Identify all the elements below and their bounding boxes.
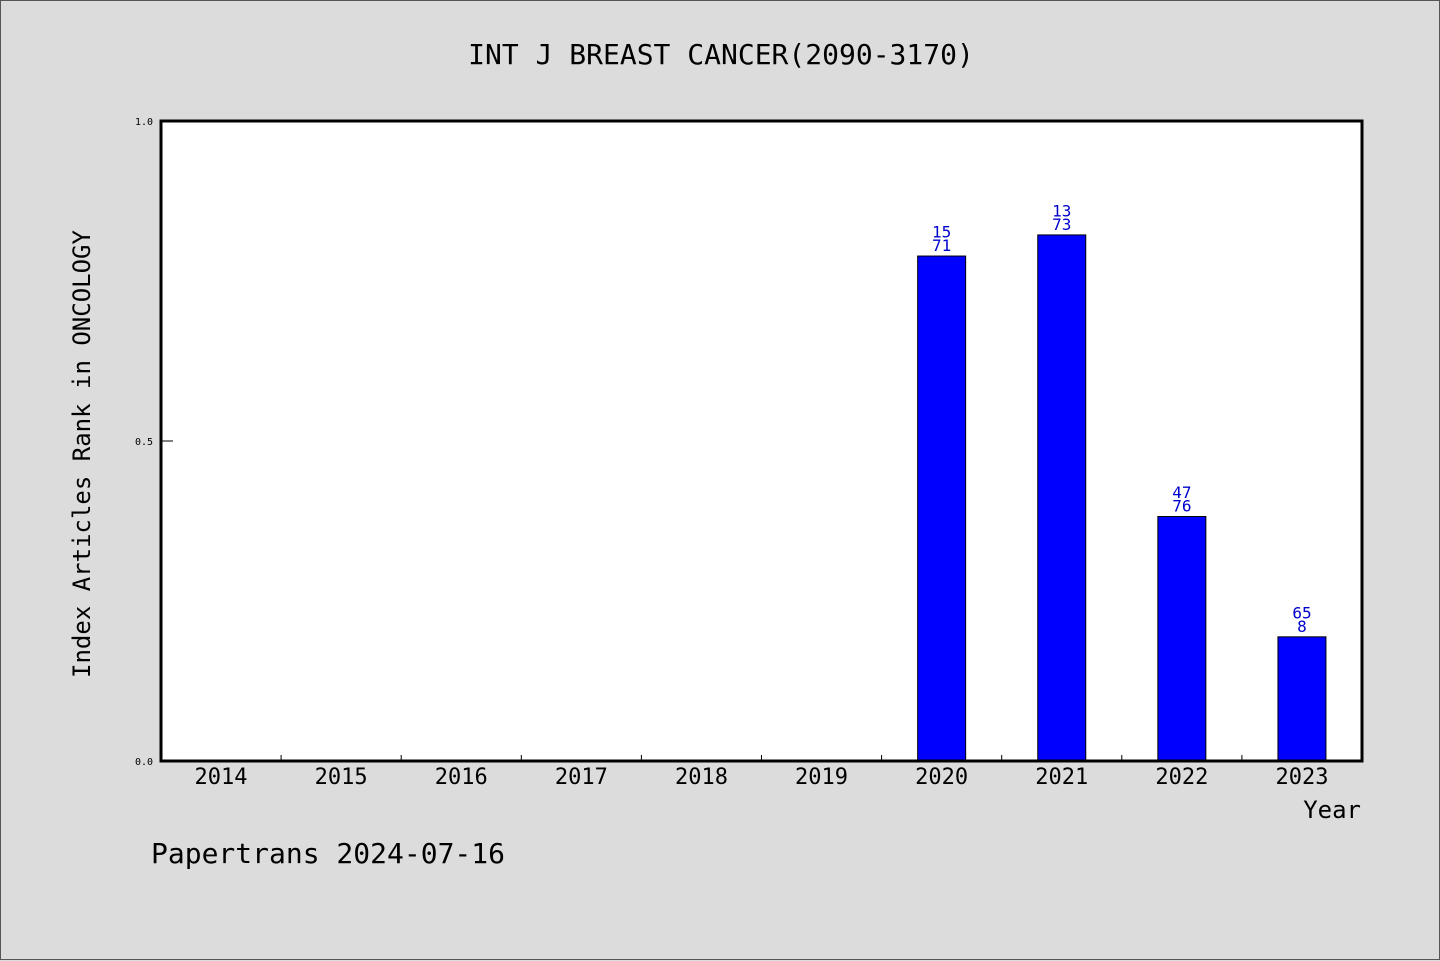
bar-2023 — [1277, 636, 1327, 762]
x-tick-label-2023: 2023 — [1275, 765, 1328, 790]
y-axis-label: Index Articles Rank in ONCOLOGY — [68, 229, 96, 677]
data-label-2021: 13 73 — [1052, 201, 1071, 234]
x-tick-label-2019: 2019 — [795, 765, 848, 790]
footer-text: Papertrans 2024-07-16 — [151, 837, 505, 870]
y-tick-label: 1.0 — [135, 117, 153, 128]
x-axis-label: Year — [1303, 796, 1361, 824]
x-tick-label-2020: 2020 — [915, 765, 968, 790]
x-tick-label-2016: 2016 — [435, 765, 488, 790]
x-tick-label-2014: 2014 — [195, 765, 248, 790]
data-label-2022: 47 76 — [1172, 483, 1191, 516]
bar-2020 — [917, 255, 967, 762]
bar-2022 — [1157, 516, 1207, 762]
bar-2021 — [1037, 234, 1087, 762]
x-tick-label-2022: 2022 — [1155, 765, 1208, 790]
x-tick-label-2018: 2018 — [675, 765, 728, 790]
chart-title: INT J BREAST CANCER(2090-3170) — [468, 38, 974, 71]
y-tick-label: 0.5 — [135, 437, 153, 448]
data-label-2023: 65 8 — [1292, 603, 1311, 636]
plot-border — [159, 119, 1364, 763]
x-tick-label-2017: 2017 — [555, 765, 608, 790]
x-tick-label-2015: 2015 — [315, 765, 368, 790]
y-tick-label: 0.0 — [135, 757, 153, 768]
data-label-2020: 15 71 — [932, 223, 951, 256]
x-tick-label-2021: 2021 — [1035, 765, 1088, 790]
